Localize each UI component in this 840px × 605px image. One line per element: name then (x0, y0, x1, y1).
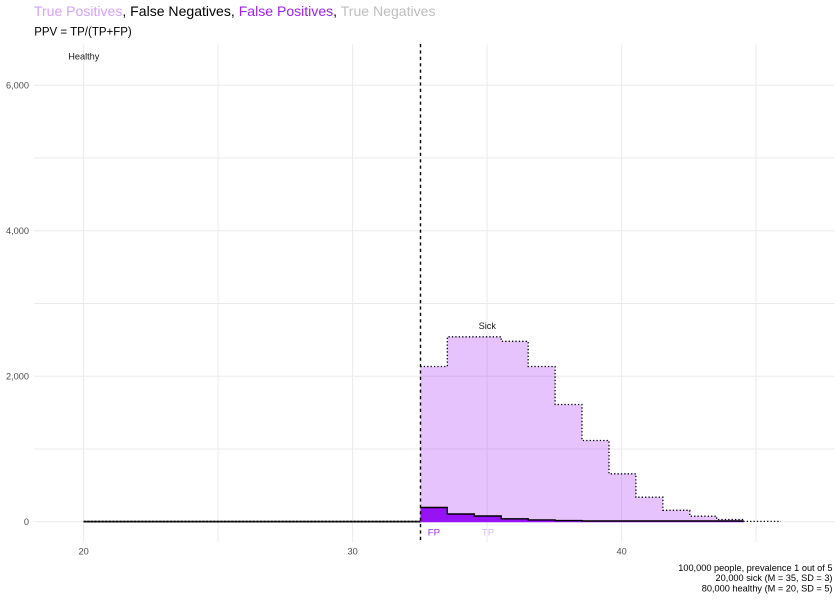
svg-text:True Positives, False Negative: True Positives, False Negatives, False P… (34, 3, 436, 19)
svg-text:Sick: Sick (479, 321, 497, 331)
svg-text:4,000: 4,000 (6, 226, 29, 236)
svg-text:2,000: 2,000 (6, 372, 29, 382)
svg-text:FP: FP (428, 528, 440, 539)
svg-text:100,000 people, prevalence 1 o: 100,000 people, prevalence 1 out of 5 (678, 563, 832, 573)
svg-text:20: 20 (78, 546, 88, 556)
svg-text:20,000 sick (M = 35, SD = 3): 20,000 sick (M = 35, SD = 3) (716, 573, 833, 583)
svg-text:80,000 healthy (M = 20, SD = 5: 80,000 healthy (M = 20, SD = 5) (702, 584, 833, 594)
svg-text:40: 40 (616, 546, 626, 556)
svg-text:6,000: 6,000 (6, 81, 29, 91)
svg-text:PPV = TP/(TP+FP): PPV = TP/(TP+FP) (34, 27, 132, 39)
svg-text:0: 0 (24, 517, 29, 527)
svg-text:TP: TP (482, 528, 494, 539)
svg-text:Healthy: Healthy (68, 51, 100, 61)
svg-text:30: 30 (347, 546, 357, 556)
